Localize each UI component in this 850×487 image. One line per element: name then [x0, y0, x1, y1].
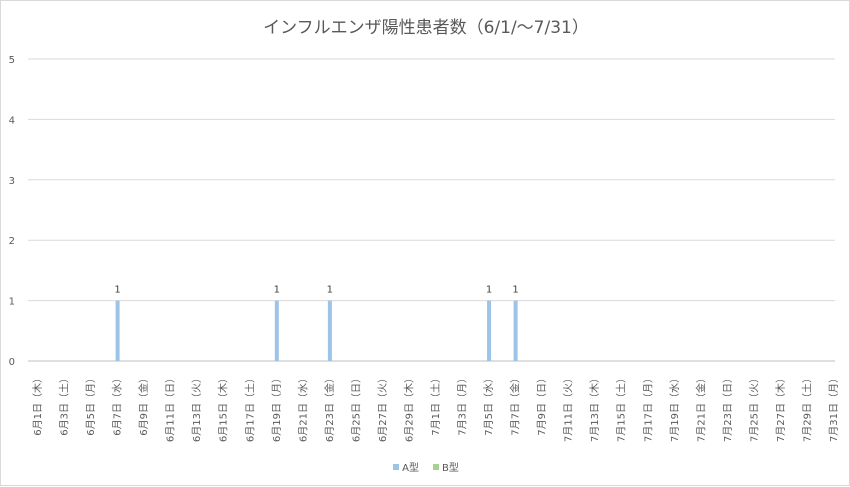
- data-label: 1: [274, 285, 280, 296]
- x-tick-label: 7月17日（月）: [642, 373, 654, 442]
- bar: [487, 300, 492, 361]
- y-tick-label: 4: [9, 115, 15, 126]
- x-tick-label: 7月5日（水）: [483, 373, 495, 436]
- legend-swatch-b: [432, 463, 439, 470]
- x-tick-label: 6月17日（土）: [243, 373, 256, 442]
- x-tick-label: 6月23日（金）: [323, 373, 336, 442]
- x-tick-label: 7月15日（土）: [615, 373, 628, 442]
- legend-swatch-a: [393, 463, 400, 470]
- x-tick-label: 7月31日（月）: [828, 373, 840, 442]
- x-tick-label: 6月25日（日）: [350, 373, 362, 442]
- y-tick-label: 0: [9, 357, 15, 368]
- x-tick-label: 6月15日（木）: [218, 373, 230, 442]
- y-tick-label: 5: [9, 55, 15, 66]
- x-tick-label: 7月21日（金）: [694, 373, 707, 442]
- x-tick-label: 6月13日（火）: [191, 373, 203, 442]
- x-tick-label: 7月19日（水）: [669, 373, 681, 442]
- bar: [327, 300, 332, 361]
- x-tick-label: 6月9日（金）: [137, 373, 150, 436]
- legend-item-a: A型: [393, 459, 419, 474]
- data-label: 1: [486, 285, 492, 296]
- x-tick-label: 6月27日（火）: [377, 373, 389, 442]
- x-tick-label: 6月3日（土）: [58, 373, 71, 436]
- legend: A型 B型: [1, 459, 850, 474]
- x-tick-label: 7月29日（土）: [800, 373, 813, 442]
- legend-label-a: A型: [402, 463, 419, 474]
- x-tick-label: 6月21日（水）: [297, 373, 309, 442]
- x-tick-label: 7月9日（日）: [536, 373, 548, 436]
- x-tick-label: 7月13日（木）: [589, 373, 601, 442]
- x-tick-label: 7月1日（土）: [429, 373, 442, 436]
- y-tick-label: 3: [9, 176, 15, 187]
- x-tick-label: 6月5日（月）: [85, 373, 97, 436]
- x-tick-label: 6月11日（日）: [165, 373, 177, 442]
- y-tick-label: 1: [9, 297, 15, 308]
- x-tick-label: 6月29日（木）: [403, 373, 415, 442]
- data-label: 1: [327, 285, 333, 296]
- x-tick-label: 6月1日（木）: [32, 373, 44, 436]
- x-tick-label: 7月23日（日）: [722, 373, 734, 442]
- x-tick-label: 7月3日（月）: [457, 373, 469, 436]
- x-tick-label: 7月11日（火）: [563, 373, 575, 442]
- bar: [513, 300, 518, 361]
- x-tick-label: 6月7日（水）: [112, 373, 124, 436]
- x-tick-label: 7月27日（木）: [775, 373, 787, 442]
- x-tick-label: 7月25日（火）: [748, 373, 760, 442]
- data-label: 1: [114, 285, 120, 296]
- legend-label-b: B型: [441, 463, 459, 474]
- legend-item-b: B型: [432, 459, 459, 474]
- bar: [115, 300, 120, 361]
- x-tick-label: 6月19日（月）: [271, 373, 283, 442]
- chart-title: インフルエンザ陽性患者数（6/1/～7/31）: [263, 18, 589, 38]
- bar: [274, 300, 279, 361]
- y-tick-label: 2: [9, 236, 15, 247]
- x-tick-label: 7月7日（金）: [509, 373, 522, 436]
- data-label: 1: [512, 285, 518, 296]
